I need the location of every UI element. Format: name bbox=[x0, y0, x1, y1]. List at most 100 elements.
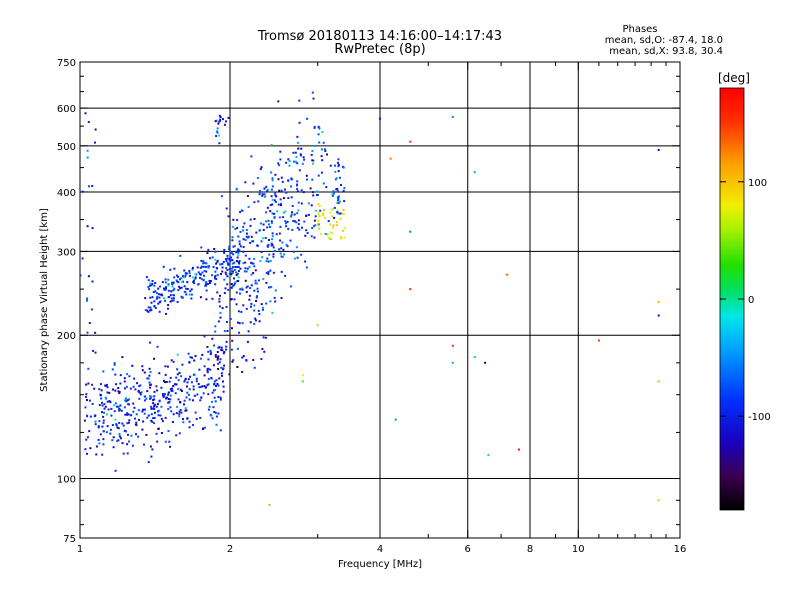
data-point bbox=[126, 399, 129, 402]
data-point bbox=[180, 281, 183, 284]
data-point bbox=[267, 260, 270, 263]
data-point bbox=[214, 120, 217, 123]
data-point bbox=[127, 421, 130, 424]
data-point bbox=[120, 437, 122, 440]
data-point bbox=[167, 296, 170, 299]
data-point bbox=[275, 233, 278, 236]
data-point bbox=[272, 271, 275, 274]
data-point bbox=[203, 335, 206, 338]
data-point bbox=[305, 215, 308, 217]
data-point bbox=[332, 190, 335, 193]
data-point bbox=[192, 424, 194, 426]
data-point bbox=[217, 412, 220, 415]
data-point bbox=[300, 253, 303, 256]
data-point bbox=[316, 190, 319, 193]
data-point bbox=[197, 271, 200, 274]
data-point bbox=[219, 263, 222, 266]
data-point bbox=[163, 393, 166, 396]
data-point bbox=[157, 302, 160, 305]
data-point bbox=[208, 265, 211, 268]
data-point bbox=[265, 220, 267, 223]
data-point bbox=[211, 256, 214, 259]
data-point bbox=[116, 440, 118, 443]
colorbar-ticks: 100 0 -100 bbox=[720, 178, 771, 423]
data-point bbox=[231, 270, 234, 273]
data-point bbox=[204, 386, 207, 389]
data-point bbox=[108, 391, 111, 394]
data-point bbox=[245, 235, 248, 238]
data-point bbox=[209, 280, 212, 283]
data-point bbox=[229, 250, 232, 253]
data-point bbox=[125, 400, 128, 403]
data-point bbox=[264, 336, 267, 339]
data-point bbox=[147, 461, 150, 464]
data-point bbox=[297, 223, 300, 226]
data-point bbox=[277, 203, 280, 206]
data-point bbox=[97, 438, 100, 441]
data-point bbox=[282, 211, 285, 214]
data-point bbox=[241, 356, 244, 359]
data-point bbox=[106, 386, 109, 389]
data-point bbox=[279, 158, 282, 161]
data-point bbox=[189, 356, 192, 359]
data-point bbox=[169, 300, 172, 303]
data-point bbox=[172, 360, 175, 363]
data-point bbox=[244, 261, 247, 264]
data-point bbox=[143, 412, 146, 415]
colorbar-tick-label: 0 bbox=[748, 295, 754, 306]
data-point bbox=[338, 200, 341, 203]
data-point bbox=[124, 430, 127, 432]
data-point bbox=[226, 321, 228, 323]
data-point bbox=[164, 416, 167, 419]
data-point bbox=[451, 344, 454, 347]
data-point bbox=[222, 390, 225, 393]
data-point bbox=[190, 381, 193, 384]
data-point bbox=[192, 280, 195, 283]
data-point bbox=[330, 231, 333, 234]
data-point bbox=[182, 421, 185, 424]
data-point bbox=[218, 377, 221, 380]
data-point bbox=[202, 260, 205, 263]
data-point bbox=[214, 355, 217, 358]
data-point bbox=[162, 394, 165, 397]
data-point bbox=[264, 237, 267, 239]
data-point bbox=[320, 148, 323, 151]
data-point bbox=[270, 171, 273, 174]
data-point bbox=[235, 303, 238, 306]
data-point bbox=[342, 212, 345, 215]
data-point bbox=[102, 419, 105, 422]
data-point bbox=[169, 376, 172, 379]
data-point bbox=[207, 358, 210, 361]
data-point bbox=[148, 288, 151, 291]
data-point bbox=[226, 254, 229, 257]
data-point bbox=[487, 454, 490, 457]
data-point bbox=[89, 415, 92, 418]
data-point bbox=[451, 115, 454, 118]
data-point bbox=[118, 392, 121, 395]
x-tick-label: 1 bbox=[77, 544, 83, 555]
data-point bbox=[278, 216, 281, 219]
data-point bbox=[186, 272, 188, 275]
data-point bbox=[102, 421, 105, 424]
data-point bbox=[146, 377, 149, 380]
data-point bbox=[86, 297, 89, 300]
data-point bbox=[175, 383, 178, 386]
data-point bbox=[332, 224, 335, 227]
data-point bbox=[245, 290, 248, 293]
data-point bbox=[191, 276, 194, 279]
data-point bbox=[335, 202, 338, 205]
data-point bbox=[134, 417, 136, 420]
data-point bbox=[231, 360, 234, 363]
data-point bbox=[230, 272, 233, 275]
data-point bbox=[657, 499, 660, 502]
data-point bbox=[290, 215, 293, 218]
data-point bbox=[256, 177, 259, 179]
data-point bbox=[331, 215, 334, 218]
data-point bbox=[299, 153, 302, 156]
data-point bbox=[273, 199, 276, 202]
data-point bbox=[111, 439, 114, 442]
colorbar-tick-label: -100 bbox=[748, 412, 771, 423]
data-point bbox=[338, 176, 341, 179]
data-point bbox=[202, 278, 205, 281]
data-point bbox=[144, 395, 147, 398]
